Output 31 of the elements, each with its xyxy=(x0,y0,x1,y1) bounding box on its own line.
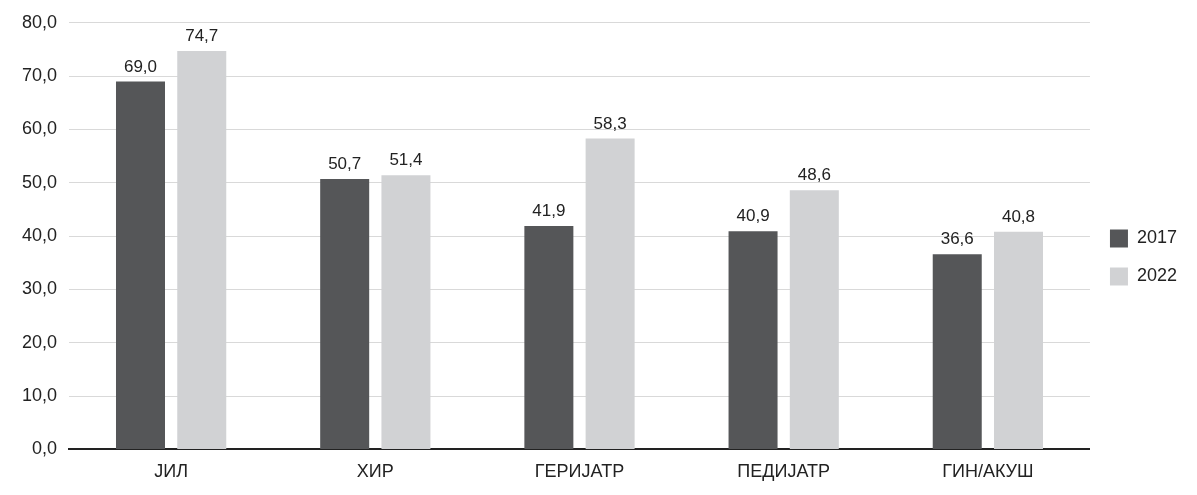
y-tick-label: 50,0 xyxy=(21,171,58,192)
y-tick-label: 30,0 xyxy=(21,278,58,299)
data-label: 50,7 xyxy=(328,154,362,174)
data-label: 51,4 xyxy=(389,150,423,170)
data-label: 40,8 xyxy=(1001,207,1036,227)
data-label: 36,6 xyxy=(940,229,974,249)
data-label: 41,9 xyxy=(532,201,566,221)
x-tick-label: ПЕДИЈАТР xyxy=(737,461,831,482)
x-tick-label: ГИН/АКУШ xyxy=(942,461,1034,482)
y-tick-label: 10,0 xyxy=(21,385,58,406)
data-label: 74,7 xyxy=(185,26,219,46)
y-tick-label: 40,0 xyxy=(21,225,58,246)
x-tick-label: ЈИЛ xyxy=(154,461,188,482)
data-label: 40,9 xyxy=(736,206,770,226)
bar xyxy=(116,81,165,449)
y-tick-label: 20,0 xyxy=(21,331,58,352)
y-tick-label: 0,0 xyxy=(32,438,58,459)
x-tick-label: ГЕРИЈАТР xyxy=(534,461,625,482)
x-tick-label: ХИР xyxy=(356,461,394,482)
legend-label: 2017 xyxy=(1136,227,1177,248)
data-label: 69,0 xyxy=(123,56,158,76)
bar xyxy=(524,225,574,449)
bar xyxy=(728,231,778,449)
data-label: 48,6 xyxy=(797,165,831,185)
bar xyxy=(932,254,982,449)
y-tick-label: 70,0 xyxy=(21,65,58,86)
data-label: 58,3 xyxy=(593,113,627,133)
y-tick-label: 80,0 xyxy=(21,11,58,32)
bar xyxy=(320,179,370,449)
y-tick-label: 60,0 xyxy=(21,118,58,139)
legend-label: 2022 xyxy=(1136,265,1177,286)
